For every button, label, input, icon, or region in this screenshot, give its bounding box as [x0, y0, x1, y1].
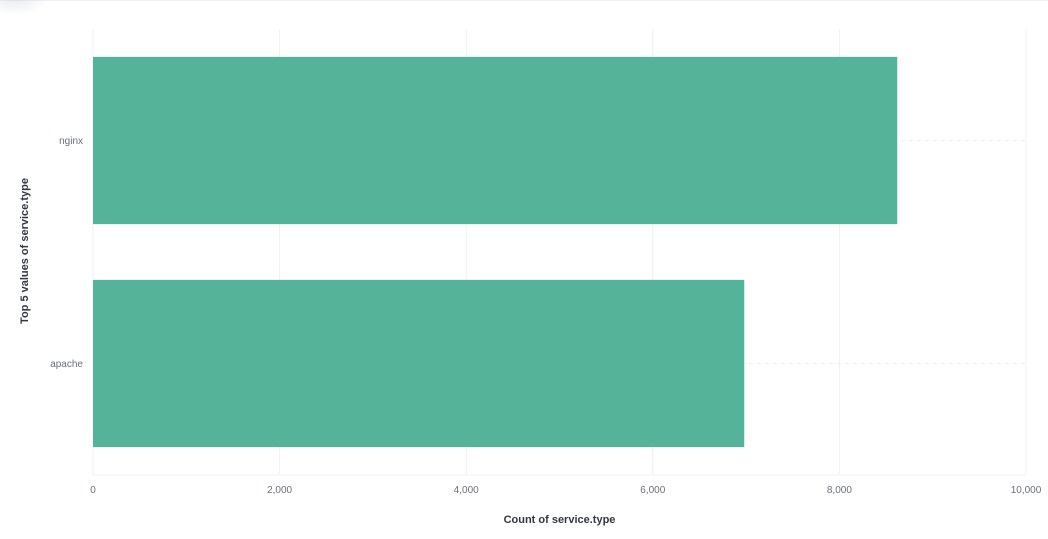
axis-layer: nginx apache 0 2,000 4,000 6,000 8,000 10,000 [50, 136, 1042, 496]
x-tick-label: 10,000 [1011, 485, 1042, 496]
y-axis-title: Top 5 values of service.type [19, 178, 31, 324]
bar-apache[interactable] [93, 279, 745, 448]
x-axis-title: Count of service.type [504, 514, 616, 526]
bar-layer [93, 56, 898, 448]
x-tick-label: 6,000 [640, 485, 665, 496]
x-tick-label: 8,000 [827, 485, 852, 496]
x-tick-label: 2,000 [267, 485, 292, 496]
y-tick-label: apache [50, 359, 83, 370]
bar-nginx[interactable] [93, 56, 898, 225]
y-tick-label: nginx [59, 136, 83, 147]
panel-top-border [0, 0, 1048, 1]
x-tick-label: 4,000 [454, 485, 479, 496]
x-tick-label: 0 [90, 485, 96, 496]
